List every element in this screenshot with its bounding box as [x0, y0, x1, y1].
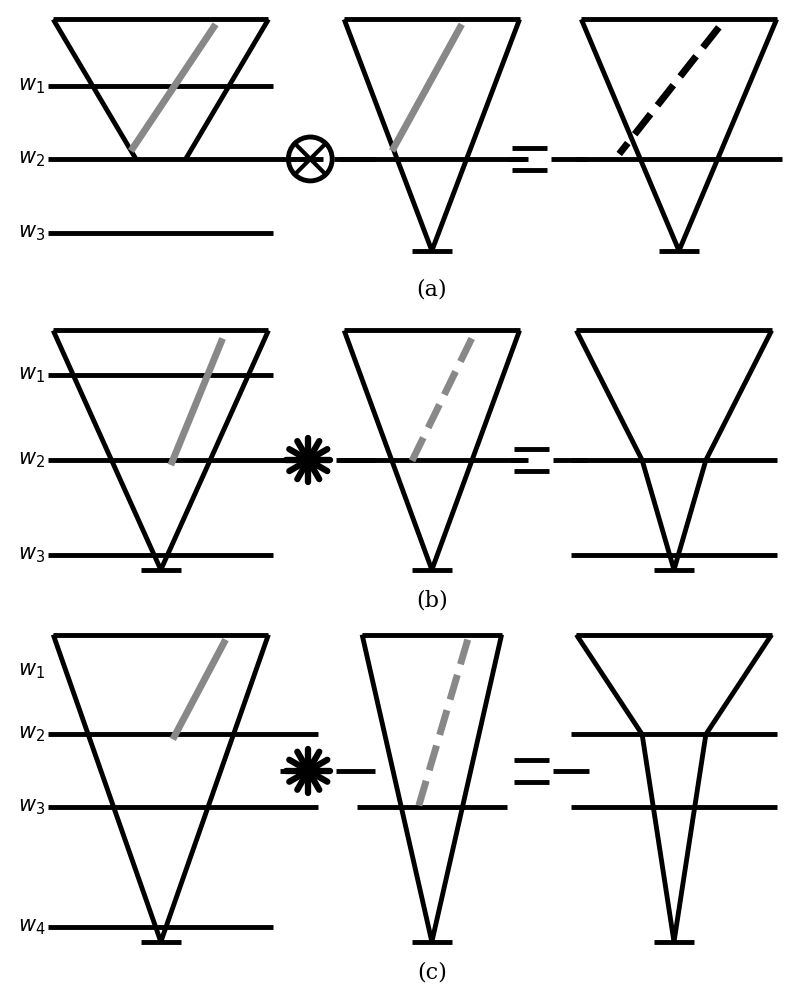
Text: $w_1$: $w_1$	[18, 76, 46, 96]
Text: $w_1$: $w_1$	[18, 366, 46, 385]
Text: $w_4$: $w_4$	[18, 917, 46, 937]
Text: (c): (c)	[417, 962, 447, 984]
Text: $w_2$: $w_2$	[18, 450, 46, 470]
Text: (a): (a)	[417, 279, 447, 301]
Text: $w_3$: $w_3$	[18, 223, 46, 243]
Text: $w_1$: $w_1$	[18, 662, 46, 681]
Text: (b): (b)	[416, 590, 447, 612]
Text: $w_3$: $w_3$	[18, 797, 46, 817]
Text: $w_2$: $w_2$	[18, 149, 46, 169]
Text: $w_2$: $w_2$	[18, 725, 46, 744]
Text: $w_3$: $w_3$	[18, 545, 46, 565]
